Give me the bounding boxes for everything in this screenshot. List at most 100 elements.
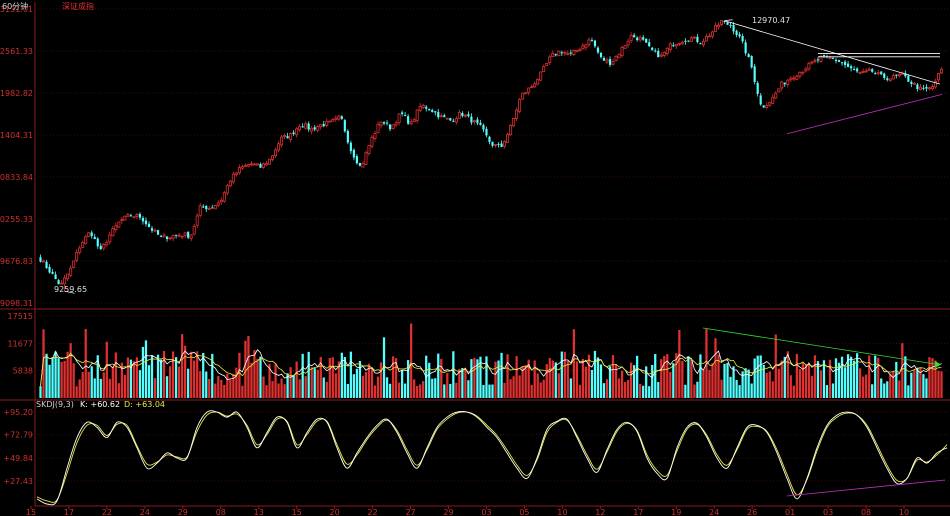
indicator-tick-label: +95.20 (3, 408, 33, 417)
candle-body-up (219, 199, 223, 203)
candle-body-down (744, 42, 747, 54)
candle-body-up (542, 66, 546, 72)
volume-bar (428, 362, 431, 398)
candle-body-down (352, 149, 355, 158)
volume-bar (693, 384, 696, 398)
volume-bar (515, 356, 518, 398)
volume-bar (859, 368, 862, 398)
candle-body-down (874, 73, 877, 75)
candle-body-up (213, 205, 217, 210)
high-annotation: 12970.47 (752, 16, 790, 25)
candle-body-down (479, 122, 482, 125)
candle-body-down (871, 69, 874, 72)
candle-body-down (434, 111, 437, 113)
candle-body-down (602, 57, 606, 61)
candle-body-up (274, 149, 278, 156)
x-tick-label: 24 (709, 508, 719, 516)
candle-body-up (277, 143, 281, 151)
candle-body-up (42, 260, 46, 263)
volume-bar (798, 369, 801, 398)
candle-body-down (500, 143, 503, 147)
price-tick-label: 10255.33 (0, 215, 33, 224)
volume-bar (548, 357, 551, 398)
volume-bar (391, 356, 395, 398)
volume-bar (319, 356, 322, 398)
trendline-lower (786, 93, 943, 135)
volume-bar (431, 378, 434, 398)
candle-body-up (295, 128, 299, 136)
volume-bar (129, 359, 133, 398)
volume-bar (407, 360, 410, 398)
candle-body-down (340, 116, 343, 119)
candle-body-up (207, 207, 211, 210)
candle-body-down (382, 122, 386, 124)
candle-body-down (129, 215, 132, 217)
volume-bar (162, 350, 166, 398)
volume-bar (533, 360, 536, 398)
volume-bar (560, 351, 563, 398)
candle-body-up (707, 35, 711, 38)
volume-bar (648, 386, 651, 398)
volume-bar (883, 383, 886, 398)
volume-bar (96, 355, 99, 398)
volume-bar (602, 383, 606, 398)
candle-body-up (940, 68, 943, 74)
candle-body-down (599, 52, 603, 58)
volume-bar (202, 353, 205, 398)
volume-bar (536, 373, 539, 398)
candle-body-up (798, 71, 802, 77)
volume-bar (768, 371, 771, 398)
candle-body-up (454, 118, 458, 123)
volume-bar (111, 367, 114, 398)
volume-bar (614, 364, 618, 398)
candle-body-up (792, 77, 796, 80)
candle-body-down (699, 43, 702, 45)
candle-body-up (316, 126, 320, 131)
candle-body-down (39, 257, 42, 262)
volume-bar (545, 364, 548, 398)
volume-bar (916, 367, 919, 398)
volume-bar (60, 361, 63, 398)
volume-bar (660, 359, 663, 398)
volume-bar (217, 376, 220, 398)
volume-bar (494, 361, 497, 398)
volume-bar (524, 364, 527, 398)
volume-bar (259, 356, 262, 398)
candle-body-up (551, 52, 555, 58)
candle-body-up (409, 121, 413, 125)
volume-bar (81, 371, 84, 398)
volume-bar (355, 368, 359, 398)
volume-bar (292, 375, 295, 398)
high-marker (724, 19, 733, 22)
volume-bar (364, 371, 368, 398)
volume-bar (747, 369, 750, 398)
volume-bar (325, 381, 328, 398)
x-tick-label: 10 (557, 508, 567, 516)
candle-body-up (234, 172, 238, 175)
volume-bar (744, 368, 747, 398)
candle-body-up (536, 78, 540, 85)
candle-body-up (255, 163, 259, 166)
volume-bar (895, 361, 898, 398)
volume-bar (205, 371, 208, 398)
volume-bar (361, 375, 365, 398)
volume-bar (663, 355, 666, 398)
volume-bar (331, 357, 334, 398)
volume-bar (581, 358, 585, 398)
volume-bar (367, 363, 371, 398)
volume-bar (135, 357, 139, 398)
volume-bar (310, 367, 313, 398)
volume-bar (720, 379, 723, 398)
candle-body-down (741, 36, 744, 42)
candle-body-up (897, 73, 901, 77)
volume-bar (816, 361, 820, 398)
candle-body-down (651, 47, 654, 51)
volume-bar (620, 370, 624, 398)
volume-bar (557, 373, 560, 398)
candle-body-up (674, 44, 678, 47)
volume-bar (672, 363, 675, 398)
candle-body-up (807, 62, 811, 70)
candle-body-up (379, 121, 383, 126)
volume-bar (458, 369, 461, 398)
candle-body-up (265, 163, 268, 166)
